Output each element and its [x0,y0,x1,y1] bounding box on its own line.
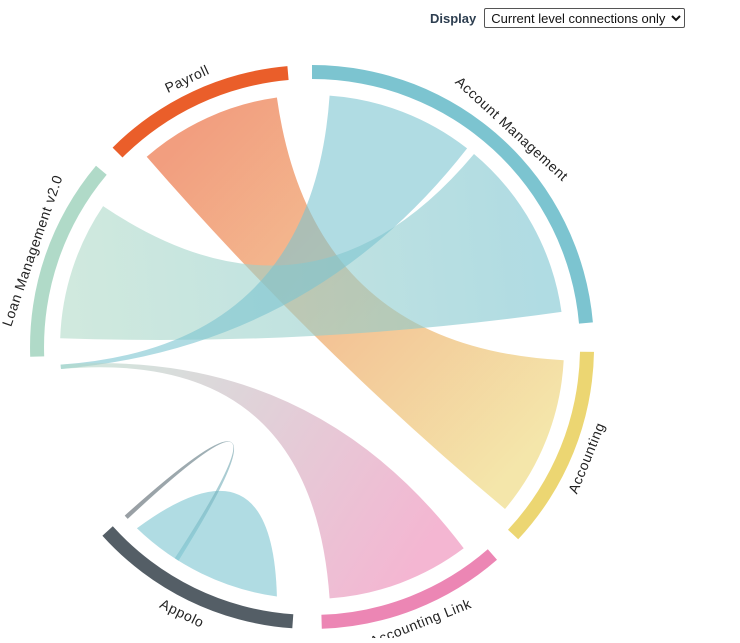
group-arc [508,351,594,540]
group-arc [30,165,107,357]
display-select[interactable]: Current level connections only [484,8,686,28]
group-arc [321,549,497,629]
group-arc [102,526,294,629]
group-arc [312,65,593,324]
display-control: Display Current level connections only [430,8,686,28]
ribbon [60,363,464,599]
ribbon [124,441,235,561]
ribbon [60,154,562,340]
display-label: Display [430,10,477,26]
group-arc [112,66,289,158]
ribbon [60,95,468,369]
ribbon [136,490,277,597]
